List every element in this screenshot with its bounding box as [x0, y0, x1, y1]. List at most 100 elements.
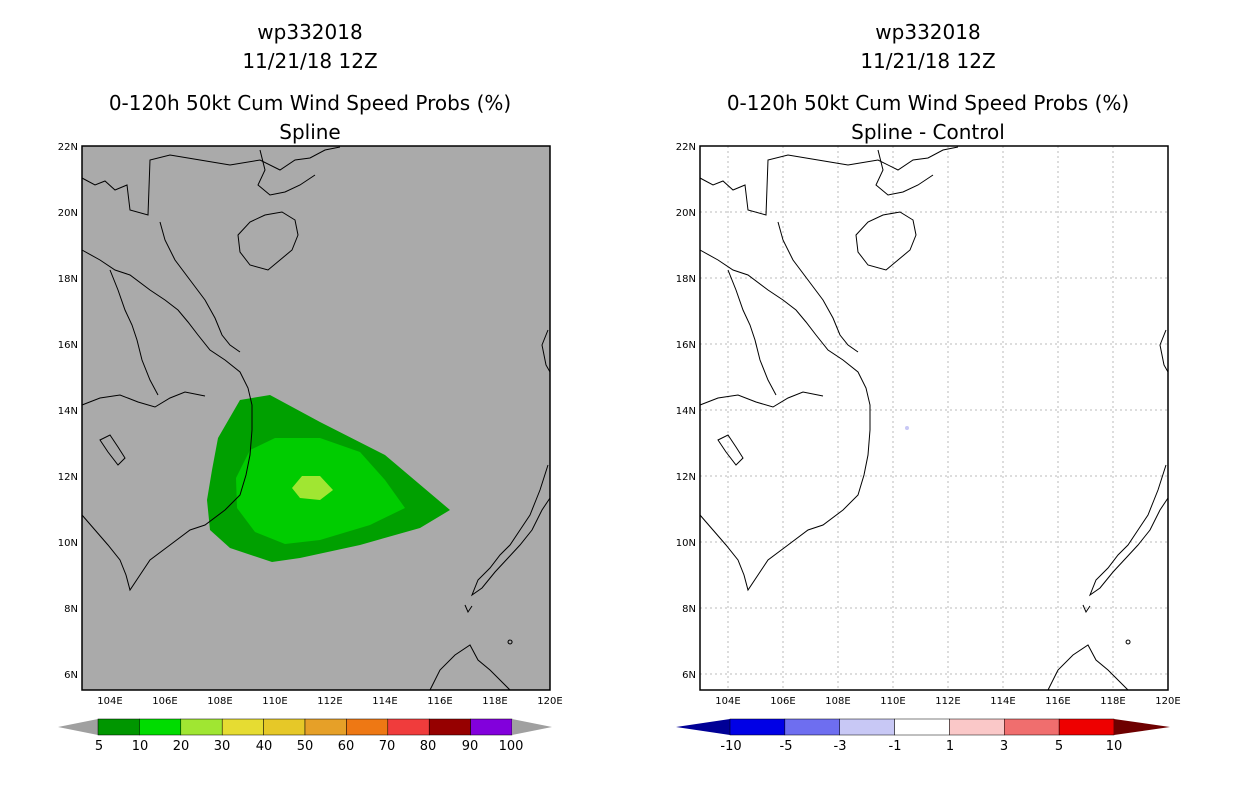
lat-tick: 10N	[58, 538, 78, 549]
lon-tick: 104E	[715, 696, 740, 707]
right-subtitle: Spline - Control	[851, 120, 1005, 144]
colorbar-label: 60	[338, 739, 355, 754]
lon-tick: 118E	[1100, 696, 1125, 707]
colorbar-label: 40	[256, 739, 273, 754]
colorbar-label: -1	[889, 739, 902, 754]
lon-tick: 120E	[537, 696, 562, 707]
colorbar-swatch	[221, 718, 264, 736]
colorbar-label: 90	[462, 739, 479, 754]
colorbar-label: 10	[132, 739, 149, 754]
colorbar-left-end	[58, 719, 98, 735]
colorbar-label: 30	[214, 739, 231, 754]
colorbar-swatch	[97, 718, 140, 736]
lon-tick: 106E	[152, 696, 177, 707]
colorbar-swatch	[729, 718, 786, 736]
left-subtitle: Spline	[279, 120, 341, 144]
diff-speck	[905, 426, 909, 430]
prob-contour-20	[292, 476, 333, 500]
colorbar-label: 10	[1106, 739, 1123, 754]
right-datetime: 11/21/18 12Z	[860, 49, 996, 73]
right-grid	[700, 146, 1168, 690]
lat-tick: 12N	[58, 472, 78, 483]
colorbar-swatch	[428, 718, 471, 736]
lon-tick: 110E	[880, 696, 905, 707]
left-title: 0-120h 50kt Cum Wind Speed Probs (%)	[108, 91, 512, 115]
lon-tick: 108E	[825, 696, 850, 707]
colorbar-label: -10	[720, 739, 741, 754]
lon-tick: 108E	[207, 696, 232, 707]
lon-tick: 110E	[262, 696, 287, 707]
left-lon-ticks: 104E 106E 108E 110E 112E 114E 116E 118E …	[97, 696, 562, 707]
right-storm-id: wp332018	[875, 20, 981, 44]
lat-tick: 20N	[676, 208, 696, 219]
lat-tick: 20N	[58, 208, 78, 219]
colorbar-right-end	[512, 719, 552, 735]
colorbar-swatch	[346, 718, 389, 736]
colorbar-swatch	[304, 718, 347, 736]
right-map: 22N 20N 18N 16N 14N 12N 10N 8N 6N 104E 1…	[676, 142, 1181, 754]
lat-tick: 18N	[58, 274, 78, 285]
left-colorbar-labels: 5 10 20 30 40 50 60 70 80 90 100	[95, 739, 524, 754]
lat-tick: 22N	[58, 142, 78, 153]
lon-tick: 112E	[317, 696, 342, 707]
lon-tick: 114E	[990, 696, 1015, 707]
right-lat-ticks: 22N 20N 18N 16N 14N 12N 10N 8N 6N	[676, 142, 696, 681]
lat-tick: 18N	[676, 274, 696, 285]
right-colorbar-labels: -10 -5 -3 -1 1 3 5 10	[720, 739, 1122, 754]
left-datetime: 11/21/18 12Z	[242, 49, 378, 73]
lon-tick: 114E	[372, 696, 397, 707]
colorbar-label: -3	[834, 739, 847, 754]
colorbar-swatch	[784, 718, 840, 736]
lat-tick: 14N	[676, 406, 696, 417]
left-colorbar	[58, 718, 552, 736]
lat-tick: 8N	[64, 604, 78, 615]
lat-tick: 6N	[64, 670, 78, 681]
left-map: 22N 20N 18N 16N 14N 12N 10N 8N 6N 104E 1…	[58, 142, 563, 754]
colorbar-left-end	[676, 719, 730, 735]
left-map-frame	[81, 145, 551, 691]
lat-tick: 14N	[58, 406, 78, 417]
lon-tick: 116E	[1045, 696, 1070, 707]
left-lat-ticks: 22N 20N 18N 16N 14N 12N 10N 8N 6N	[58, 142, 78, 681]
colorbar-label: 100	[499, 739, 524, 754]
left-storm-id: wp332018	[257, 20, 363, 44]
colorbar-label: -5	[780, 739, 793, 754]
colorbar-label: 70	[379, 739, 396, 754]
lon-tick: 116E	[427, 696, 452, 707]
colorbar-swatch	[139, 718, 182, 736]
colorbar-swatch	[1004, 718, 1060, 736]
lat-tick: 16N	[58, 340, 78, 351]
colorbar-label: 3	[1000, 739, 1008, 754]
colorbar-right-end	[1114, 719, 1170, 735]
lon-tick: 112E	[935, 696, 960, 707]
colorbar-label: 20	[173, 739, 190, 754]
right-map-frame	[699, 145, 1169, 691]
left-map-background	[82, 146, 550, 690]
colorbar-label: 50	[297, 739, 314, 754]
lat-tick: 8N	[682, 604, 696, 615]
left-coastlines	[81, 146, 551, 691]
colorbar-label: 5	[95, 739, 103, 754]
colorbar-swatch	[1058, 718, 1115, 736]
colorbar-swatch	[894, 718, 950, 736]
lon-tick: 120E	[1155, 696, 1180, 707]
colorbar-swatch	[180, 718, 223, 736]
colorbar-label: 80	[420, 739, 437, 754]
right-colorbar	[676, 718, 1170, 736]
right-map-background	[700, 146, 1168, 690]
lon-tick: 106E	[770, 696, 795, 707]
lat-tick: 12N	[676, 472, 696, 483]
lon-tick: 104E	[97, 696, 122, 707]
right-coastlines	[699, 146, 1169, 691]
right-title: 0-120h 50kt Cum Wind Speed Probs (%)	[726, 91, 1130, 115]
lat-tick: 16N	[676, 340, 696, 351]
colorbar-label: 5	[1055, 739, 1063, 754]
lon-tick: 118E	[482, 696, 507, 707]
colorbar-swatch	[387, 718, 430, 736]
colorbar-swatch	[470, 718, 513, 736]
colorbar-swatch	[949, 718, 1005, 736]
lat-tick: 6N	[682, 670, 696, 681]
lat-tick: 10N	[676, 538, 696, 549]
colorbar-swatch	[263, 718, 306, 736]
right-lon-ticks: 104E 106E 108E 110E 112E 114E 116E 118E …	[715, 696, 1180, 707]
